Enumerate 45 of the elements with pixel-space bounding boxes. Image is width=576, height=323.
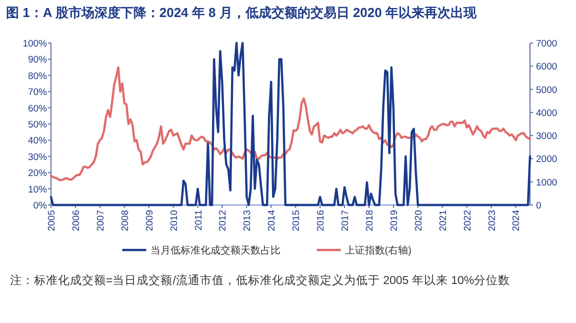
- y-tick-label: 50%: [28, 120, 48, 130]
- x-tick-label: 2005: [46, 210, 58, 232]
- x-tick-label: 2024: [511, 210, 522, 232]
- y2-tick-label: 3000: [536, 131, 558, 142]
- x-tick-label: 2011: [193, 210, 204, 230]
- y-tick-label: 100%: [22, 38, 48, 50]
- x-tick-label: 2012: [218, 210, 229, 232]
- x-tick-label: 2007: [95, 210, 106, 232]
- line-series: [50, 42, 532, 206]
- y-tick-label: 40%: [28, 136, 48, 147]
- y2-tick-label: 0: [536, 200, 542, 212]
- y-tick-label: 60%: [28, 103, 48, 114]
- y-tick-label: 70%: [28, 87, 48, 98]
- text: 注：标准化成交额=当日成交额/流通市值，低标准化成交额定义为低于 2005 年以来 10%分位数: [10, 273, 512, 289]
- x-tick-label: 2015: [291, 210, 302, 232]
- y2-tick-label: 6000: [536, 62, 558, 73]
- x-tick-label: 2010: [168, 210, 180, 232]
- y-tick-label: 0%: [33, 200, 48, 212]
- x-tick-label: 2014: [266, 210, 278, 232]
- y2-tick-label: 1000: [536, 177, 558, 188]
- x-tick-label: 2018: [364, 210, 376, 232]
- x-tick-label: 2023: [486, 210, 498, 232]
- y-tick-label: 90%: [28, 54, 48, 66]
- x-tick-label: 2006: [70, 210, 82, 232]
- chart-title: 图 1：A 股市场深度下降：2024 年 8 月，低成交额的交易日 2020 年以来再次出现: [6, 4, 476, 22]
- y-tick-label: 10%: [28, 184, 48, 196]
- x-tick-label: 2017: [340, 210, 352, 232]
- y-tick-label: 30%: [28, 152, 48, 163]
- y2-tick-label: 5000: [536, 84, 558, 96]
- x-tick-label: 2008: [120, 210, 131, 232]
- x-tick-label: 2019: [388, 210, 400, 232]
- x-tick-label: 2021: [438, 210, 449, 232]
- y2-tick-label: 2000: [536, 154, 558, 166]
- y-tick-label: 80%: [28, 70, 48, 82]
- y2-tick-label: 7000: [536, 38, 558, 50]
- legend-label: 当月低标准化成交额天数占比: [150, 244, 280, 256]
- x-tick-label: 2020: [413, 210, 424, 232]
- legend-label: 上证指数(右轴): [344, 244, 412, 256]
- y2-tick-label: 4000: [536, 108, 558, 119]
- y-tick-label: 20%: [28, 168, 48, 180]
- x-tick-label: 2009: [144, 210, 156, 232]
- x-tick-label: 2013: [242, 210, 254, 232]
- x-tick-label: 2016: [316, 210, 327, 232]
- x-tick-label: 2022: [462, 210, 474, 232]
- line-series: [50, 66, 532, 182]
